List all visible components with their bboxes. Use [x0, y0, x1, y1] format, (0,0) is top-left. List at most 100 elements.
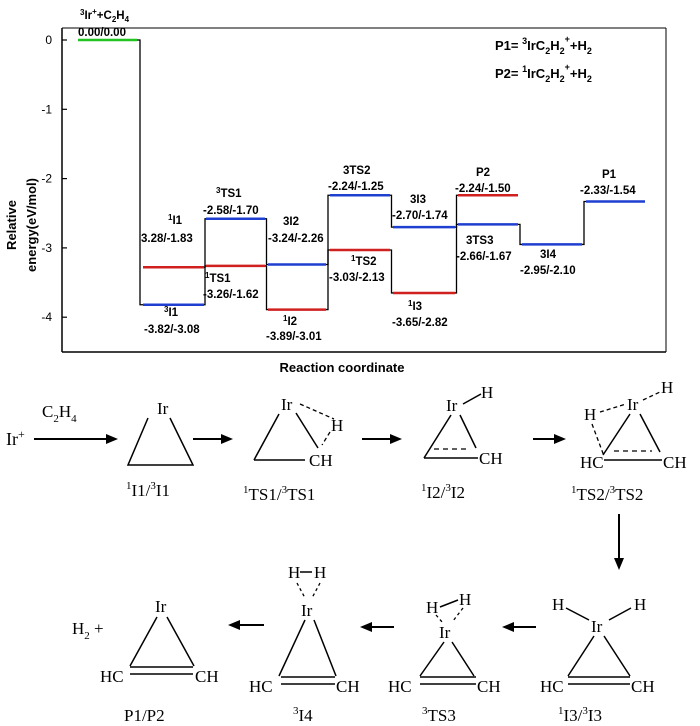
- label-1TS2-value: -3.03/-2.13: [329, 272, 385, 284]
- caption-i4: 3I4: [293, 705, 313, 725]
- label-P2-value: -2.24/-1.50: [455, 183, 511, 195]
- arrow-down: [614, 514, 624, 570]
- y-tick-label: -2: [41, 172, 52, 186]
- connector-1TS2-1I3: [390, 249, 393, 294]
- structure-i2: Ir H CH 1I2/3I2: [421, 383, 503, 502]
- arrow-4: [533, 434, 566, 444]
- label-P2-name: P2: [476, 167, 490, 179]
- y-axis-label-2: energy(eV/mol): [24, 178, 39, 272]
- label-3TS3-value: -2.66/-1.67: [456, 251, 512, 263]
- atom-ch: CH: [479, 449, 503, 468]
- atom-h: H: [552, 595, 564, 614]
- atom-ir: Ir: [301, 601, 313, 620]
- reagent-c2h4: C2H4: [42, 402, 77, 425]
- atom-h: H: [288, 563, 300, 582]
- label-3I1-name: 3I1: [164, 305, 179, 319]
- label-start-value: 0.00/0.00: [78, 27, 126, 39]
- connector-3TS1-3I2: [265, 218, 268, 266]
- label-1I2-value: -3.89/-3.01: [266, 331, 322, 343]
- label-3I4-name: 3I4: [540, 249, 557, 261]
- atom-ch: CH: [631, 677, 655, 696]
- arrow-5: [502, 622, 536, 632]
- atom-hc: HC: [249, 677, 273, 696]
- label-1I3-value: -3.65/-2.82: [392, 317, 448, 329]
- atom-ir: Ir: [281, 395, 293, 414]
- atom-ch: CH: [663, 453, 687, 472]
- atom-hc: HC: [388, 677, 412, 696]
- connector-1I1-1TS1: [204, 265, 206, 268]
- connector-3I4-P1: [582, 200, 586, 246]
- label-1I2-name: 1I2: [283, 314, 297, 328]
- y-tick-label: -1: [41, 102, 52, 116]
- y-ticks: 0 -1 -2 -3 -4: [41, 33, 67, 324]
- connector-1I2-1TS2: [326, 249, 330, 311]
- structure-ts2: Ir H H HC CH 1TS2/3TS2: [571, 378, 687, 504]
- label-3I3-name: 3I3: [410, 194, 426, 206]
- legend-p1: P1= 3IrC2H2++H2: [495, 34, 592, 56]
- connector-3I3-3TS3: [455, 223, 458, 228]
- label-3I1-value: -3.82/-3.08: [144, 324, 200, 336]
- atom-ch: CH: [195, 667, 219, 686]
- atom-h: H: [661, 378, 673, 397]
- arrow-1: [34, 434, 118, 444]
- atom-ir: Ir: [157, 399, 169, 418]
- y-tick-label: 0: [45, 33, 52, 47]
- connector-3I1-3TS1: [204, 218, 206, 306]
- label-3TS2-value: -2.24/-1.25: [328, 181, 384, 193]
- atom-h: H: [331, 416, 343, 435]
- connector-1TS1-1I2: [265, 265, 268, 311]
- energy-diagram: 0 -1 -2 -3 -4 Relative energy(eV/mol) Reacti…: [4, 7, 667, 375]
- caption-ts3: 3TS3: [422, 705, 456, 725]
- structure-ts3: H H Ir HC CH 3TS3: [388, 590, 501, 725]
- atom-hc: HC: [580, 453, 604, 472]
- h2-plus: H2 +: [72, 619, 104, 642]
- legend-p2: P2= 1IrC2H2++H2: [495, 62, 592, 84]
- caption-ts1: 1TS1/3TS1: [243, 484, 315, 504]
- label-1TS2-name: 1TS2: [351, 254, 377, 268]
- x-axis-label: Reaction coordinate: [280, 360, 405, 375]
- connector-3TS3-3I4: [518, 223, 522, 246]
- label-1TS1-name: 1TS1: [205, 271, 231, 285]
- label-3I4-value: -2.95/-2.10: [520, 265, 576, 277]
- label-3I2-value: -3.24/-2.26: [268, 233, 324, 245]
- atom-ch: CH: [477, 677, 501, 696]
- reaction-scheme: Ir+ C2H4 Ir 1I1/3I1 Ir H CH 1TS1/3TS1 Ir: [6, 378, 687, 725]
- connector-1I3-P2: [455, 194, 458, 294]
- label-P1-value: -2.33/-1.54: [580, 185, 636, 197]
- atom-hc: HC: [100, 667, 124, 686]
- atom-h: H: [634, 595, 646, 614]
- caption-i2: 1I2/3I2: [421, 482, 465, 502]
- label-3TS3-name: 3TS3: [466, 235, 494, 247]
- label-3I3-value: -2.70/-1.74: [392, 210, 448, 222]
- label-3TS1-name: 3TS1: [216, 186, 242, 200]
- arrow-6: [360, 622, 394, 632]
- atom-hc: HC: [540, 677, 564, 696]
- connector-3I2-3TS2: [326, 194, 330, 266]
- level-labels: 3Ir++C2H4 0.00/0.00 1I1 3.28/-1.83 3I1 -…: [78, 7, 636, 343]
- caption-i1: 1I1/3I1: [126, 480, 170, 500]
- atom-ch: CH: [336, 677, 360, 696]
- structure-i3: H H Ir HC CH 1I3/3I3: [540, 595, 655, 725]
- structure-ts1: Ir H CH 1TS1/3TS1: [243, 395, 343, 504]
- level-connectors: [137, 39, 586, 311]
- caption-p: P1/P2: [124, 706, 165, 725]
- atom-h: H: [314, 563, 326, 582]
- y-tick-label: -3: [41, 241, 52, 255]
- label-1I1-value: 3.28/-1.83: [141, 233, 193, 245]
- caption-i3: 1I3/3I3: [558, 705, 602, 725]
- arrow-3: [362, 434, 402, 444]
- caption-ts2: 1TS2/3TS2: [571, 484, 643, 504]
- atom-h: H: [584, 405, 596, 424]
- atom-ir: Ir: [446, 396, 458, 415]
- atom-ir: Ir: [439, 623, 451, 642]
- atom-h: H: [426, 598, 438, 617]
- structure-p: H2 + Ir HC CH P1/P2: [72, 597, 219, 725]
- atom-h: H: [481, 383, 493, 402]
- atom-ir: Ir: [591, 617, 603, 636]
- arrow-7: [228, 620, 264, 630]
- label-3I2-name: 3I2: [283, 216, 299, 228]
- atom-ir: Ir: [627, 395, 639, 414]
- connector-3TS2-3I3: [390, 194, 393, 228]
- label-P1-name: P1: [602, 169, 617, 181]
